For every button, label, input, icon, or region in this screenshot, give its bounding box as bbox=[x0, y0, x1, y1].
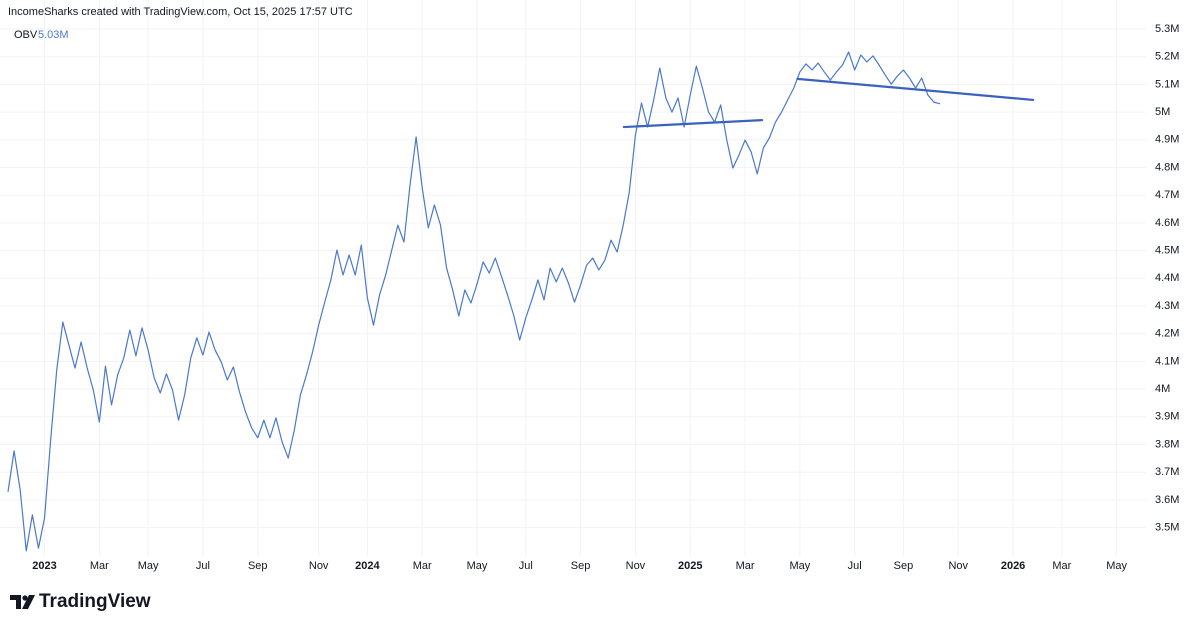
x-tick-label: May bbox=[467, 560, 488, 572]
grid bbox=[0, 0, 1146, 556]
y-tick-label: 4.3M bbox=[1155, 300, 1179, 312]
x-tick-label: May bbox=[1106, 560, 1127, 572]
x-tick-label: May bbox=[138, 560, 159, 572]
y-tick-label: 5.2M bbox=[1155, 51, 1179, 63]
y-tick-label: 4.5M bbox=[1155, 245, 1179, 257]
y-tick-label: 4.9M bbox=[1155, 134, 1179, 146]
obv-line bbox=[7, 51, 941, 552]
y-tick-label: 5.3M bbox=[1155, 23, 1179, 35]
x-tick-label: Jul bbox=[519, 560, 533, 572]
y-tick-label: 4.1M bbox=[1155, 355, 1179, 367]
x-tick-label: Jul bbox=[848, 560, 862, 572]
x-tick-label: Jul bbox=[196, 560, 210, 572]
y-tick-label: 3.7M bbox=[1155, 466, 1179, 478]
y-tick-label: 5M bbox=[1155, 106, 1170, 118]
trend-line bbox=[796, 77, 1035, 102]
x-tick-label: May bbox=[789, 560, 810, 572]
y-tick-label: 3.5M bbox=[1155, 522, 1179, 534]
x-tick-label: Mar bbox=[1052, 560, 1071, 572]
y-tick-label: 4M bbox=[1155, 383, 1170, 395]
trend-line bbox=[622, 119, 764, 129]
y-tick-label: 4.4M bbox=[1155, 272, 1179, 284]
x-tick-label: Mar bbox=[90, 560, 109, 572]
x-tick-label: Nov bbox=[948, 560, 968, 572]
chart-title: IncomeSharks created with TradingView.co… bbox=[8, 6, 353, 18]
y-tick-label: 4.6M bbox=[1155, 217, 1179, 229]
y-tick-label: 4.2M bbox=[1155, 328, 1179, 340]
x-tick-label: 2026 bbox=[1001, 560, 1025, 572]
x-tick-label: Mar bbox=[413, 560, 432, 572]
brand-name: TradingView bbox=[39, 591, 151, 612]
legend-value: 5.03M bbox=[38, 29, 69, 41]
x-tick-label: 2024 bbox=[355, 560, 380, 572]
y-tick-label: 4.7M bbox=[1155, 189, 1179, 201]
x-tick-label: 2025 bbox=[678, 560, 702, 572]
y-tick-label: 4.8M bbox=[1155, 161, 1179, 173]
x-tick-label: Nov bbox=[309, 560, 329, 572]
y-tick-label: 3.8M bbox=[1155, 438, 1179, 450]
brand-logo bbox=[10, 595, 35, 609]
x-tick-label: 2023 bbox=[32, 560, 56, 572]
x-tick-label: Mar bbox=[736, 560, 755, 572]
y-tick-label: 3.9M bbox=[1155, 411, 1179, 423]
legend-name: OBV bbox=[14, 29, 38, 41]
x-tick-label: Nov bbox=[626, 560, 646, 572]
x-tick-label: Sep bbox=[248, 560, 268, 572]
y-tick-label: 5.1M bbox=[1155, 78, 1179, 90]
y-tick-label: 3.6M bbox=[1155, 494, 1179, 506]
x-tick-label: Sep bbox=[571, 560, 591, 572]
x-tick-label: Sep bbox=[894, 560, 914, 572]
